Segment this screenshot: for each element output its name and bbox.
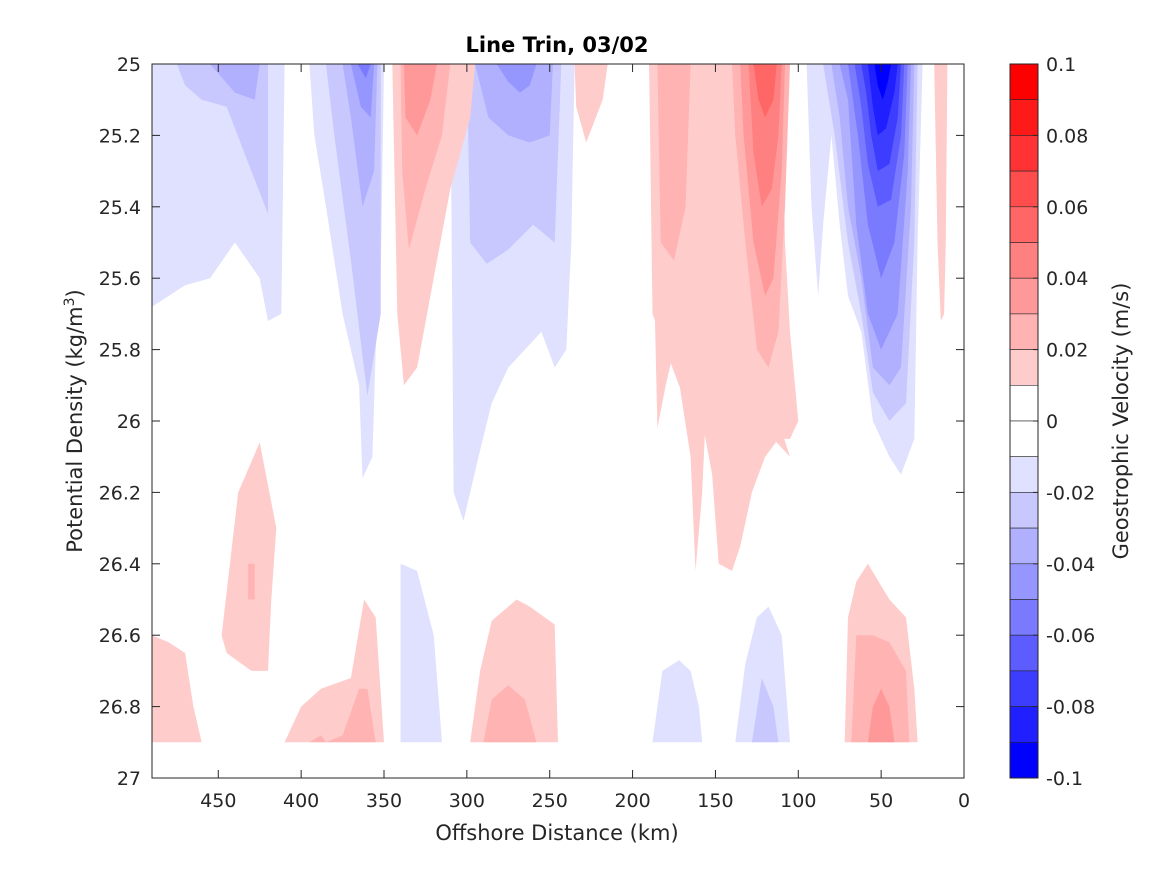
x-tick-label: 100: [780, 790, 816, 812]
y-tick-label: 25.4: [99, 197, 141, 219]
colorbar: 0.1 0.08 0.06 0.04 0.02 0 -0.02 -0.04 -0.06 -0.08…: [1009, 54, 1095, 790]
contour-region-7: [350, 64, 375, 118]
colorbar-level-10: [1009, 384, 1039, 422]
x-tick-label: 50: [869, 790, 893, 812]
y-tick-label: 26.2: [99, 482, 141, 504]
y-tick-label: 25.8: [99, 340, 141, 362]
contour-region-3: [210, 64, 260, 100]
x-tick-label: 300: [449, 790, 485, 812]
colorbar-level-19: [1009, 706, 1039, 743]
chart-title: Line Trin, 03/02: [465, 33, 648, 57]
colorbar-level-8: [1009, 313, 1039, 350]
colorbar-tick-label: 0.08: [1046, 125, 1088, 147]
contour-region-11: [475, 64, 553, 143]
contour-region-39: [309, 735, 326, 743]
colorbar-level-3: [1009, 135, 1039, 172]
contour-region-20: [867, 64, 898, 136]
colorbar-level-15: [1009, 563, 1039, 600]
colorbar-level-6: [1009, 242, 1039, 279]
x-tick-label: 350: [366, 790, 402, 812]
contour-region-40: [400, 563, 442, 743]
colorbar-level-20: [1009, 741, 1039, 779]
colorbar-tick-label: 0: [1046, 411, 1058, 433]
contour-region-35: [221, 442, 277, 671]
colorbar-label: Geostrophic Velocity (m/s): [1109, 283, 1133, 560]
colorbar-level-7: [1009, 277, 1039, 315]
contour-region-34: [152, 635, 202, 743]
colorbar-level-4: [1009, 170, 1039, 208]
colorbar-level-17: [1009, 634, 1039, 672]
contour-region-33: [934, 64, 948, 321]
contour-region-25: [574, 64, 608, 143]
x-tick-label: 0: [958, 790, 970, 812]
contour-region-47: [851, 635, 910, 743]
x-tick-label: 400: [283, 790, 319, 812]
contour-region-28: [657, 64, 691, 261]
colorbar-level-14: [1009, 527, 1039, 565]
contour-region-12: [496, 64, 537, 93]
x-tick-label: 200: [614, 790, 650, 812]
contour-region-38: [326, 688, 376, 743]
contour-region-44: [735, 606, 790, 743]
y-axis: 25 25.2 25.4 25.6 25.8 26 26.2 26.4 26.6 26.8 27: [99, 54, 964, 790]
y-axis-label-close: ): [63, 289, 87, 297]
contour-region-2: [176, 64, 268, 214]
contour-region-48: [867, 688, 895, 743]
colorbar-level-5: [1009, 206, 1039, 243]
y-tick-label: 27: [117, 768, 141, 790]
colorbar-level-2: [1009, 99, 1039, 136]
contour-region-36: [248, 563, 255, 600]
colorbar-ticks: 0.1 0.08 0.06 0.04 0.02 0 -0.02 -0.04 -0.06 -0.08…: [1033, 54, 1095, 790]
colorbar-tick-label: -0.04: [1046, 554, 1095, 576]
colorbar-level-9: [1009, 349, 1039, 386]
contour-region-45: [751, 678, 779, 743]
x-axis-label: Offshore Distance (km): [435, 821, 678, 845]
x-axis: 450 400 350 300 250 200 150 100 50 0: [200, 64, 970, 812]
contour-region-21: [874, 64, 892, 100]
colorbar-tick-label: -0.1: [1046, 768, 1083, 790]
colorbar-box: [1009, 63, 1039, 779]
plot-area: [151, 63, 965, 779]
y-tick-label: 26.4: [99, 554, 141, 576]
y-tick-label: 25.2: [99, 125, 141, 147]
contour-region-43: [652, 660, 703, 743]
y-tick-label: 25: [117, 54, 141, 76]
x-tick-label: 250: [532, 790, 568, 812]
contour-region-24: [403, 64, 437, 136]
y-tick-label: 26.6: [99, 625, 141, 647]
colorbar-tick-label: 0.02: [1046, 340, 1088, 362]
y-axis-label-superscript: 3: [62, 297, 78, 306]
colorbar-tick-label: 0.06: [1046, 197, 1088, 219]
colorbar-level-12: [1009, 456, 1039, 493]
colorbar-level-13: [1009, 492, 1039, 529]
x-tick-label: 450: [200, 790, 236, 812]
contour-fills: [152, 64, 948, 743]
x-tick-label: 150: [697, 790, 733, 812]
y-tick-label: 26.8: [99, 697, 141, 719]
colorbar-tick-label: 0.1: [1046, 54, 1076, 76]
colorbar-level-1: [1009, 63, 1039, 101]
contour-region-42: [483, 685, 537, 743]
y-tick-label: 26: [117, 411, 141, 433]
colorbar-tick-label: -0.06: [1046, 625, 1095, 647]
colorbar-tick-label: -0.02: [1046, 482, 1095, 504]
colorbar-level-16: [1009, 599, 1039, 636]
colorbar-level-11: [1009, 420, 1039, 458]
contour-region-8: [357, 64, 371, 79]
y-axis-label-main: Potential Density (kg/m: [63, 306, 87, 552]
colorbar-tick-label: 0.04: [1046, 268, 1088, 290]
y-axis-label: Potential Density (kg/m3): [62, 289, 87, 553]
contour-region-31: [748, 64, 782, 207]
colorbar-tick-label: -0.08: [1046, 697, 1095, 719]
contour-region-32: [753, 64, 777, 118]
colorbar-level-18: [1009, 670, 1039, 707]
y-tick-label: 25.6: [99, 268, 141, 290]
